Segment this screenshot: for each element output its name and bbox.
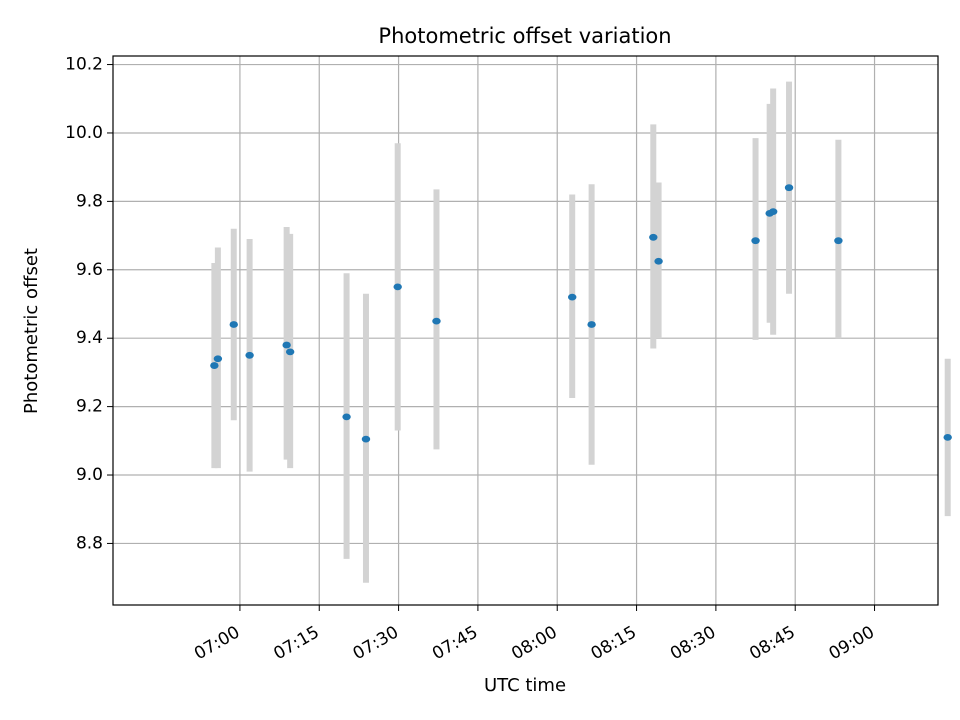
y-tick-label: 10.2 — [65, 55, 103, 75]
y-tick-label: 9.8 — [76, 191, 103, 211]
data-point — [784, 184, 794, 192]
x-tick-label: 07:00 — [191, 622, 243, 664]
data-point — [229, 321, 238, 328]
x-tick-label: 07:15 — [270, 622, 322, 664]
data-point — [751, 237, 760, 245]
y-axis: 8.8 9.0 9.2 9.4 9.6 9.8 10.0 10.2 — [65, 55, 113, 553]
data-point — [649, 233, 658, 241]
data-point — [654, 257, 663, 265]
data-point — [361, 435, 371, 443]
data-point — [943, 433, 952, 441]
chart-title: Photometric offset variation — [378, 24, 671, 48]
data-point — [245, 351, 254, 359]
y-tick-label: 8.8 — [76, 533, 103, 553]
plot-frame — [112, 55, 939, 606]
x-axis: 07:00 07:15 07:30 07:45 08:00 08:15 08:30 08:45… — [191, 605, 878, 664]
y-axis-label: Photometric offset — [21, 248, 42, 414]
data-points — [210, 184, 952, 443]
data-point — [210, 362, 219, 369]
x-tick-label: 08:15 — [588, 622, 640, 664]
x-tick-label: 08:00 — [508, 622, 560, 664]
x-tick-label: 09:00 — [826, 622, 878, 664]
data-point — [432, 317, 441, 325]
y-tick-label: 9.4 — [76, 328, 103, 348]
data-point — [393, 283, 402, 291]
x-tick-label: 07:30 — [350, 622, 402, 664]
data-point — [282, 341, 291, 349]
x-axis-label: UTC time — [484, 675, 566, 696]
data-point — [568, 293, 577, 301]
data-point — [834, 237, 843, 245]
data-point — [587, 321, 596, 328]
y-tick-label: 10.0 — [65, 123, 103, 143]
data-point — [342, 413, 351, 421]
x-tick-label: 08:30 — [667, 622, 719, 664]
x-tick-label: 07:45 — [429, 622, 481, 664]
data-point — [213, 355, 223, 363]
y-tick-label: 9.2 — [76, 397, 103, 417]
y-tick-label: 9.0 — [76, 465, 103, 485]
x-tick-label: 08:45 — [746, 622, 798, 664]
data-point — [768, 208, 778, 216]
data-point — [285, 348, 295, 356]
error-bars — [211, 81, 951, 583]
y-tick-label: 9.6 — [76, 260, 103, 280]
